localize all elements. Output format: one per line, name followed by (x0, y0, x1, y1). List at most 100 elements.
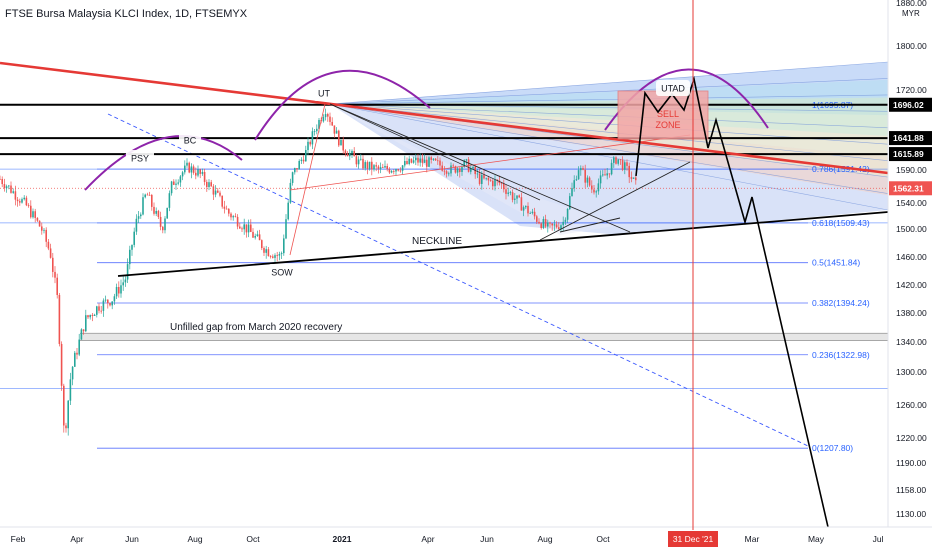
candle-body (52, 257, 54, 272)
fib-level-label: 0.5(1451.84) (812, 258, 860, 268)
candle-body (12, 191, 14, 193)
candle-body (485, 177, 487, 179)
candle-body (113, 296, 116, 302)
candle-body (5, 186, 8, 189)
price-badge-label: 1696.02 (893, 100, 924, 110)
candle-body (551, 223, 553, 226)
currency-label: MYR (902, 9, 920, 18)
ut-arc (254, 69, 431, 141)
candle-body (197, 169, 199, 176)
candle-body (404, 160, 406, 166)
candle-body (529, 213, 531, 214)
candle-body (608, 173, 611, 175)
candle-body (58, 295, 61, 344)
candle-body (137, 216, 140, 219)
time-tick-label: Oct (596, 534, 610, 544)
time-tick-label: May (808, 534, 825, 544)
candle-body (434, 158, 437, 161)
plot-area[interactable]: 1(1695.87)0.786(1591.42)0.618(1509.43)0.… (0, 61, 888, 527)
candle-body (210, 182, 212, 187)
candle-body (476, 173, 479, 175)
candle-body (313, 131, 316, 132)
price-badge-label: 1615.89 (893, 149, 924, 159)
candle-body (10, 185, 12, 193)
candle-body (135, 218, 138, 232)
candle-body (366, 162, 369, 169)
candle-body (19, 201, 21, 203)
candle-body (465, 159, 468, 161)
candle-body (322, 117, 325, 122)
date-marker-label: 31 Dec '21 (673, 534, 714, 544)
candle-body (564, 219, 567, 222)
candle-body (357, 159, 360, 165)
sell-zone-label: ZONE (655, 120, 680, 130)
wedge-line (329, 103, 631, 233)
candle-body (472, 166, 474, 169)
candle-body (516, 195, 518, 199)
candle-body (278, 254, 281, 256)
candle-body (591, 185, 593, 190)
candle-body (621, 159, 624, 170)
candle-body (324, 114, 327, 118)
candle-body (269, 256, 272, 257)
candle-body (599, 175, 602, 184)
candle-body (410, 158, 413, 163)
candle-body (331, 121, 333, 126)
candle-body (377, 166, 380, 169)
candle-body (624, 162, 626, 170)
price-tick-label: 1260.00 (896, 400, 927, 410)
candle-body (82, 329, 85, 332)
candle-body (368, 161, 371, 169)
candle-body (133, 231, 135, 245)
candle-body (181, 172, 184, 177)
candle-body (538, 221, 540, 224)
candle-body (346, 153, 349, 157)
candle-body (527, 205, 529, 214)
candle-body (203, 171, 206, 182)
candle-body (327, 114, 329, 117)
candle-body (494, 179, 496, 187)
candle-body (439, 160, 441, 166)
candle-body (91, 314, 94, 316)
fib-level-label: 0.236(1322.98) (812, 350, 870, 360)
candle-body (151, 195, 153, 207)
candle-body (613, 157, 615, 163)
candle-body (584, 169, 586, 183)
candle-body (470, 168, 472, 172)
candle-body (162, 226, 164, 231)
candle-body (520, 197, 523, 211)
candle-body (14, 191, 17, 200)
chart-title: FTSE Bursa Malaysia KLCI Index, 1D, FTSE… (5, 8, 248, 20)
candle-body (263, 248, 265, 253)
price-tick-label: 1460.00 (896, 252, 927, 262)
candle-body (109, 303, 111, 306)
candle-body (27, 205, 30, 207)
price-tick-label: 1720.00 (896, 85, 927, 95)
candle-body (63, 385, 65, 426)
candle-body (170, 181, 173, 194)
candle-body (626, 162, 628, 166)
candle-body (628, 165, 630, 178)
candle-body (78, 339, 80, 355)
candle-body (518, 195, 520, 198)
candle-body (195, 172, 197, 176)
candle-body (318, 119, 320, 129)
fib-channel-band (330, 79, 888, 104)
candle-body (124, 279, 127, 283)
candle-body (104, 299, 107, 301)
candle-body (483, 175, 485, 179)
candle-body (417, 157, 419, 163)
candle-body (74, 352, 76, 367)
projected-path (635, 75, 829, 527)
candle-body (353, 150, 355, 157)
candle-body (454, 166, 457, 173)
candle-body (459, 168, 461, 172)
candle-body (448, 173, 450, 175)
candle-body (478, 173, 481, 184)
candle-body (21, 199, 23, 203)
candle-body (401, 165, 404, 171)
candle-body (597, 183, 600, 192)
candle-body (632, 177, 635, 179)
